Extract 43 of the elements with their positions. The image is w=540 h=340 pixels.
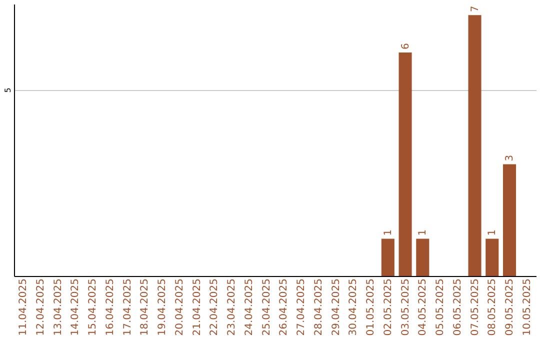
data-label: 1 <box>487 229 498 236</box>
x-tick-label: 08.05.2025 <box>487 278 498 336</box>
data-label: 1 <box>418 229 429 236</box>
x-tick-label: 14.04.2025 <box>70 278 82 336</box>
x-tick-label: 28.04.2025 <box>313 278 324 336</box>
x-tick-label: 18.04.2025 <box>140 278 151 336</box>
x-tick-label: 09.05.2025 <box>504 278 516 336</box>
x-tick-label: 11.04.2025 <box>18 278 30 336</box>
data-label: 3 <box>504 154 516 162</box>
x-tick-label: 23.04.2025 <box>226 278 238 336</box>
x-tick-label: 05.05.2025 <box>435 278 446 336</box>
x-tick-label: 02.05.2025 <box>382 278 394 336</box>
data-label: 1 <box>382 229 394 236</box>
data-label: 6 <box>400 43 412 50</box>
y-tick-label: 5 <box>4 88 12 93</box>
bar <box>468 15 482 276</box>
x-tick-label: 30.04.2025 <box>348 278 360 336</box>
x-tick-label: 10.05.2025 <box>522 278 533 336</box>
x-tick-label: 29.04.2025 <box>330 278 342 336</box>
x-tick-label: 03.05.2025 <box>400 278 412 336</box>
x-tick-label: 15.04.2025 <box>88 278 99 336</box>
x-tick-label: 26.04.2025 <box>278 278 290 336</box>
x-tick-label: 19.04.2025 <box>157 278 168 336</box>
data-label: 7 <box>470 6 481 12</box>
x-tick-label: 12.04.2025 <box>35 278 46 336</box>
x-tick-label: 21.04.2025 <box>192 278 203 336</box>
x-tick-label: 17.04.2025 <box>122 278 134 336</box>
x-tick-label: 27.04.2025 <box>296 278 308 336</box>
bar <box>486 238 499 276</box>
x-tick-label: 25.04.2025 <box>261 278 272 336</box>
x-tick-label: 06.05.2025 <box>452 278 464 336</box>
x-tick-label: 24.04.2025 <box>244 278 255 336</box>
x-tick-label: 01.05.2025 <box>366 278 377 336</box>
bar <box>502 164 516 276</box>
x-tick-label: 22.04.2025 <box>209 278 220 336</box>
bar <box>416 238 430 276</box>
bar <box>398 52 412 276</box>
x-tick-label: 13.04.2025 <box>52 278 64 336</box>
x-tick-label: 07.05.2025 <box>470 278 481 336</box>
x-tick-label: 20.04.2025 <box>174 278 186 336</box>
x-tick-label: 16.04.2025 <box>104 278 116 336</box>
bar <box>381 238 394 276</box>
x-tick-label: 04.05.2025 <box>418 278 429 336</box>
